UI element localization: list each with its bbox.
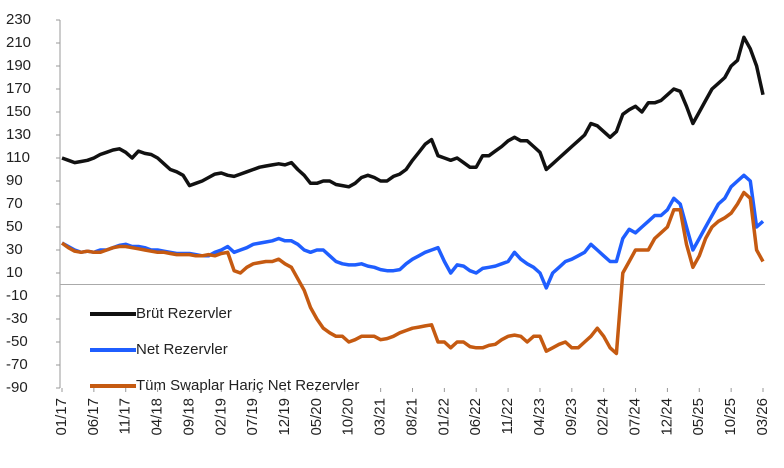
x-tick-label: 05/20 [308, 398, 325, 436]
legend-label: Brüt Rezervler [136, 305, 232, 322]
y-tick-label: 210 [6, 34, 31, 51]
y-tick-label: 30 [6, 241, 23, 258]
y-tick-label: 150 [6, 103, 31, 120]
x-tick-label: 06/17 [85, 398, 102, 436]
y-tick-label: 110 [6, 149, 30, 166]
x-tick-label: 04/23 [531, 398, 548, 436]
y-tick-label: 50 [6, 218, 23, 235]
x-tick-label: 07/24 [627, 398, 644, 436]
y-tick-label: -70 [6, 356, 28, 373]
y-tick-label: 70 [6, 195, 23, 212]
x-tick-label: 11/22 [499, 398, 516, 434]
x-tick-label: 07/19 [244, 398, 261, 436]
x-tick-label: 01/22 [435, 398, 452, 436]
y-tick-label: 230 [6, 11, 31, 28]
x-tick-label: 12/24 [658, 398, 675, 436]
x-tick-label: 03/21 [372, 398, 389, 436]
series-line [61, 173, 765, 290]
x-tick-label: 01/17 [53, 398, 70, 436]
x-tick-label: 09/18 [180, 398, 197, 436]
x-tick-label: 04/18 [149, 398, 166, 436]
y-tick-label: -50 [6, 333, 28, 350]
legend-label: Tüm Swaplar Hariç Net Rezervler [136, 377, 359, 394]
x-tick-label: 12/19 [276, 398, 293, 436]
legend-label: Net Rezervler [136, 341, 228, 358]
y-tick-label: 10 [6, 264, 23, 281]
x-tick-label: 09/23 [563, 398, 580, 436]
series-line [61, 35, 765, 189]
series-line [60, 190, 765, 356]
y-tick-label: -90 [6, 379, 28, 396]
x-tick-label: 02/24 [595, 398, 612, 436]
y-tick-label: 130 [6, 126, 31, 143]
y-tick-label: -30 [6, 310, 28, 327]
x-tick-label: 02/19 [212, 398, 229, 436]
y-tick-label: 190 [6, 57, 31, 74]
y-tick-label: -10 [6, 287, 28, 304]
x-tick-label: 10/25 [722, 398, 739, 436]
y-tick-label: 170 [6, 80, 31, 97]
x-tick-label: 06/22 [467, 398, 484, 436]
x-tick-label: 10/20 [340, 398, 357, 436]
x-tick-label: 08/21 [403, 398, 420, 436]
x-tick-label: 11/17 [117, 398, 134, 434]
y-tick-label: 90 [6, 172, 23, 189]
x-tick-label: 03/26 [754, 398, 771, 436]
x-tick-label: 05/25 [690, 398, 707, 436]
